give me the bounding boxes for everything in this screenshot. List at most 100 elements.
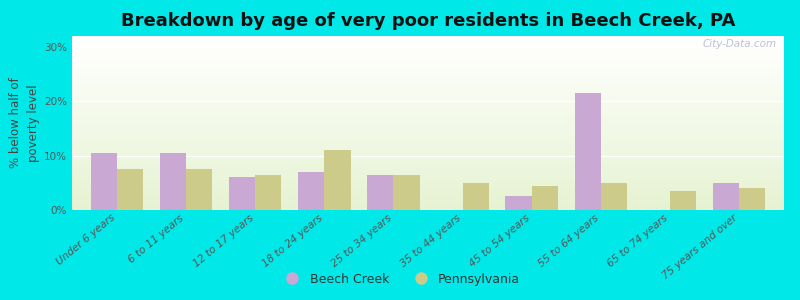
Legend: Beech Creek, Pennsylvania: Beech Creek, Pennsylvania — [275, 268, 525, 291]
Bar — [90, 153, 117, 210]
Bar — [713, 183, 739, 210]
Bar — [72, 196, 784, 197]
Bar — [72, 101, 784, 103]
Bar — [72, 93, 784, 94]
Bar — [72, 56, 784, 58]
Bar — [72, 110, 784, 111]
Bar — [72, 152, 784, 154]
Bar — [229, 177, 255, 210]
Bar — [72, 80, 784, 81]
Bar — [72, 201, 784, 203]
Bar — [367, 175, 394, 210]
Bar — [72, 118, 784, 120]
Bar — [72, 143, 784, 145]
Bar — [255, 175, 282, 210]
Bar — [72, 55, 784, 56]
Bar — [72, 154, 784, 155]
Bar — [72, 146, 784, 148]
Bar — [72, 167, 784, 168]
Bar — [72, 145, 784, 146]
Bar — [72, 200, 784, 201]
Bar — [72, 208, 784, 210]
Bar — [72, 95, 784, 97]
Bar — [72, 104, 784, 106]
Bar — [72, 113, 784, 114]
Bar — [72, 156, 784, 158]
Bar — [574, 93, 601, 210]
Bar — [72, 179, 784, 181]
Bar — [72, 88, 784, 90]
Bar — [72, 59, 784, 61]
Bar — [72, 84, 784, 85]
Bar — [72, 109, 784, 110]
Bar — [72, 133, 784, 135]
Bar — [72, 155, 784, 156]
Bar — [72, 98, 784, 100]
Bar — [72, 114, 784, 116]
Bar — [72, 188, 784, 190]
Bar — [72, 68, 784, 69]
Bar — [72, 140, 784, 142]
Bar — [72, 111, 784, 113]
Bar — [72, 65, 784, 67]
Bar — [72, 53, 784, 55]
Bar — [72, 203, 784, 204]
Bar — [72, 185, 784, 187]
Bar — [72, 126, 784, 127]
Bar — [72, 106, 784, 107]
Bar — [72, 206, 784, 207]
Bar — [72, 78, 784, 80]
Bar — [72, 71, 784, 72]
Bar — [601, 183, 627, 210]
Bar — [72, 107, 784, 109]
Bar — [72, 182, 784, 184]
Bar — [72, 129, 784, 130]
Bar — [72, 85, 784, 87]
Bar — [72, 136, 784, 137]
Bar — [72, 191, 784, 193]
Bar — [72, 116, 784, 117]
Bar — [72, 36, 784, 38]
Bar — [72, 135, 784, 136]
Y-axis label: % below half of
poverty level: % below half of poverty level — [9, 78, 40, 168]
Bar — [72, 87, 784, 88]
Bar — [72, 178, 784, 179]
Bar — [72, 169, 784, 171]
Bar — [72, 123, 784, 124]
Bar — [72, 174, 784, 175]
Bar — [72, 122, 784, 123]
Bar — [72, 76, 784, 78]
Bar — [72, 49, 784, 50]
Bar — [72, 52, 784, 53]
Bar — [72, 158, 784, 159]
Bar — [72, 137, 784, 139]
Bar — [72, 120, 784, 122]
Bar — [72, 42, 784, 43]
Bar — [72, 139, 784, 140]
Bar — [186, 169, 212, 210]
Bar — [72, 159, 784, 161]
Bar — [72, 194, 784, 196]
Bar — [72, 91, 784, 92]
Bar — [72, 39, 784, 40]
Bar — [72, 81, 784, 82]
Bar — [72, 103, 784, 104]
Bar — [72, 142, 784, 143]
Bar — [394, 175, 420, 210]
Bar — [72, 187, 784, 188]
Bar — [117, 169, 143, 210]
Bar — [72, 181, 784, 182]
Bar — [72, 38, 784, 39]
Bar — [72, 190, 784, 191]
Bar — [72, 164, 784, 165]
Bar — [72, 165, 784, 166]
Bar — [72, 168, 784, 170]
Bar — [532, 185, 558, 210]
Bar — [72, 149, 784, 151]
Bar — [72, 127, 784, 129]
Bar — [462, 183, 489, 210]
Bar — [72, 117, 784, 119]
Bar — [72, 75, 784, 76]
Bar — [72, 97, 784, 98]
Bar — [72, 151, 784, 152]
